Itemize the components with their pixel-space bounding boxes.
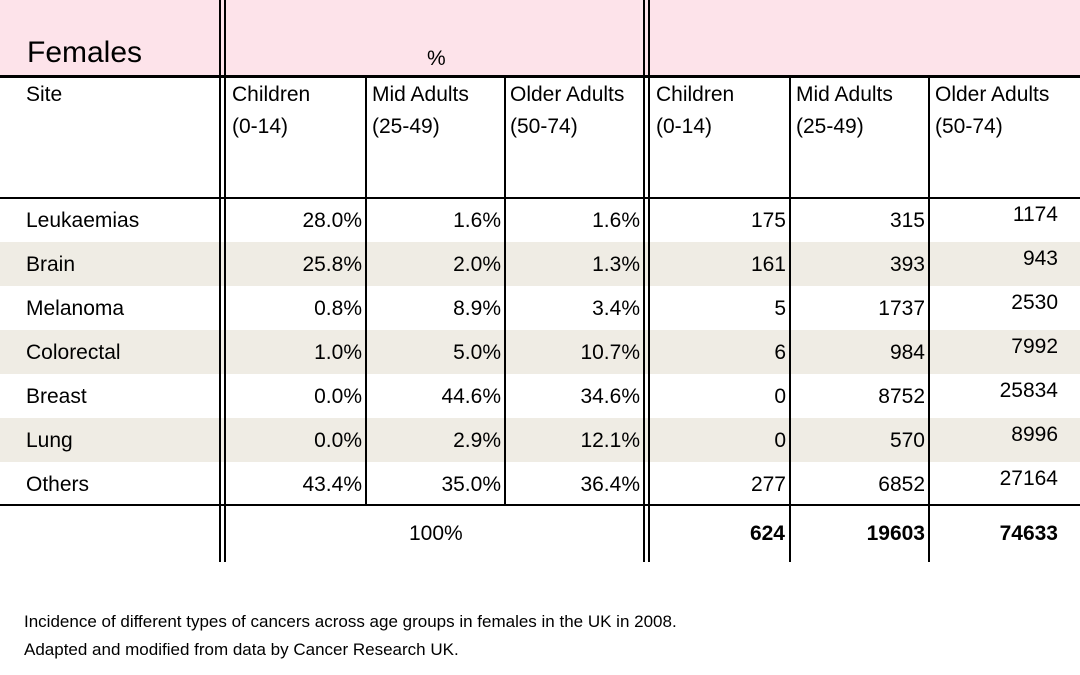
count-cell: 277 — [750, 473, 786, 496]
header-older-adults-count: Older Adults (50-74) — [935, 79, 1049, 143]
header-line: (0-14) — [656, 115, 713, 138]
count-cell: 25834 — [999, 379, 1058, 402]
row-band — [0, 242, 1080, 286]
header-line: Children — [232, 83, 311, 106]
percent-cell: 10.7% — [580, 341, 640, 364]
header-children-count: Children (0-14) — [656, 79, 734, 143]
count-cell: 8996 — [1011, 423, 1058, 446]
header-line: Older Adults — [935, 83, 1050, 106]
total-count-mid-adults: 19603 — [866, 522, 925, 545]
site-label: Breast — [26, 385, 87, 408]
site-label: Others — [26, 473, 90, 496]
count-cell: 8752 — [878, 385, 925, 408]
count-cell: 315 — [889, 209, 925, 232]
row-band — [0, 330, 1080, 374]
header-band-count — [646, 0, 1080, 76]
site-label: Leukaemias — [26, 209, 140, 232]
column-divider — [504, 78, 506, 506]
percent-cell: 2.0% — [453, 253, 501, 276]
header-line: Mid Adults — [372, 83, 469, 106]
column-divider-double — [643, 0, 650, 562]
percent-cell: 8.9% — [453, 297, 501, 320]
percent-cell: 5.0% — [453, 341, 501, 364]
count-cell: 393 — [889, 253, 925, 276]
total-percent: 100% — [409, 522, 463, 545]
header-children-percent: Children (0-14) — [232, 79, 310, 143]
header-line: Older Adults — [510, 83, 625, 106]
count-cell: 5 — [774, 297, 786, 320]
count-cell: 7992 — [1011, 335, 1058, 358]
totals-rule — [0, 504, 1080, 506]
count-cell: 984 — [889, 341, 925, 364]
count-cell: 1737 — [878, 297, 925, 320]
percent-group-label: % — [427, 47, 446, 70]
header-line: (25-49) — [796, 115, 864, 138]
count-cell: 570 — [889, 429, 925, 452]
column-divider — [365, 78, 367, 506]
site-label: Lung — [26, 429, 73, 452]
percent-cell: 0.0% — [314, 429, 362, 452]
header-line: (50-74) — [935, 115, 1003, 138]
caption-line: Incidence of different types of cancers … — [24, 612, 677, 631]
count-cell: 27164 — [999, 467, 1058, 490]
table-title: Females — [27, 36, 143, 69]
site-label: Colorectal — [26, 341, 121, 364]
percent-cell: 1.0% — [314, 341, 362, 364]
column-divider — [928, 78, 930, 562]
count-cell: 6 — [774, 341, 786, 364]
percent-cell: 1.6% — [592, 209, 640, 232]
header-band-percent — [0, 0, 646, 76]
count-cell: 1174 — [1012, 203, 1058, 226]
row-band — [0, 418, 1080, 462]
count-cell: 6852 — [878, 473, 925, 496]
percent-cell: 28.0% — [302, 209, 362, 232]
percent-cell: 44.6% — [441, 385, 501, 408]
site-label: Brain — [26, 253, 76, 276]
header-mid-adults-percent: Mid Adults (25-49) — [372, 79, 469, 143]
header-mid-adults-count: Mid Adults (25-49) — [796, 79, 893, 143]
column-divider — [789, 78, 791, 562]
count-cell: 2530 — [1011, 291, 1058, 314]
header-line: (0-14) — [232, 115, 289, 138]
percent-cell: 3.4% — [592, 297, 640, 320]
percent-cell: 0.0% — [314, 385, 362, 408]
percent-cell: 34.6% — [580, 385, 640, 408]
header-rule — [0, 75, 1080, 78]
caption: Incidence of different types of cancers … — [24, 608, 677, 664]
percent-cell: 1.3% — [592, 253, 640, 276]
count-cell: 175 — [750, 209, 786, 232]
percent-cell: 36.4% — [580, 473, 640, 496]
percent-cell: 35.0% — [441, 473, 501, 496]
count-cell: 0 — [774, 429, 786, 452]
header-line: Mid Adults — [796, 83, 893, 106]
count-cell: 0 — [774, 385, 786, 408]
count-cell: 943 — [1022, 247, 1058, 270]
percent-cell: 25.8% — [302, 253, 362, 276]
site-label: Melanoma — [26, 297, 125, 320]
percent-cell: 43.4% — [302, 473, 362, 496]
percent-cell: 0.8% — [314, 297, 362, 320]
subheader-rule — [0, 197, 1080, 199]
site-header: Site — [26, 83, 63, 106]
header-line: (25-49) — [372, 115, 440, 138]
percent-cell: 2.9% — [453, 429, 501, 452]
percent-cell: 12.1% — [580, 429, 640, 452]
caption-line: Adapted and modified from data by Cancer… — [24, 640, 459, 659]
total-count-children: 624 — [749, 522, 785, 545]
header-line: Children — [656, 83, 735, 106]
header-line: (50-74) — [510, 115, 578, 138]
percent-cell: 1.6% — [453, 209, 501, 232]
count-cell: 161 — [750, 253, 786, 276]
column-divider-double — [219, 0, 226, 562]
header-older-adults-percent: Older Adults (50-74) — [510, 79, 624, 143]
total-count-older-adults: 74633 — [999, 522, 1058, 545]
